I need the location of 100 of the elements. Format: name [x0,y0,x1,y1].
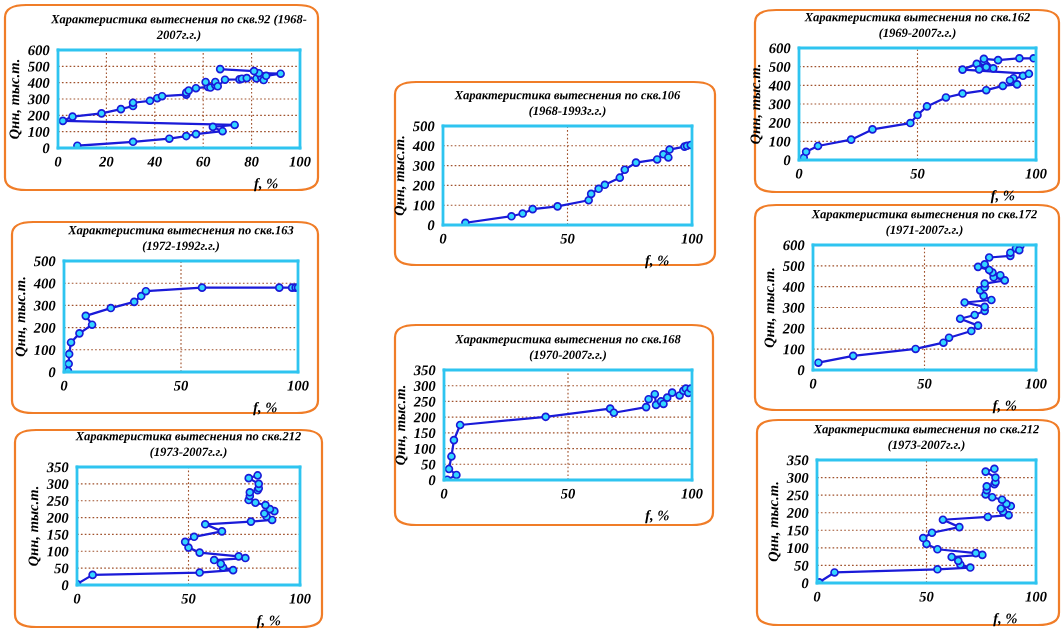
y-tick-label: 400 [782,282,805,292]
y-tick-label: 300 [786,472,809,483]
x-axis-title: f, % [993,613,1017,627]
x-tick-label: 100 [289,156,311,167]
x-tick-label: 100 [681,233,703,244]
x-tick-label: 50 [919,591,934,602]
x-axis-title: f, % [990,190,1015,204]
y-tick-label: 500 [412,121,435,132]
x-tick-label: 50 [181,593,196,604]
y-tick-label: 200 [413,412,436,423]
y-axis-title: Qнн, тыс.т. [15,277,28,357]
y-tick-label: 150 [414,428,436,439]
y-tick-label: 350 [46,462,69,473]
y-tick-label: 0 [42,143,50,154]
y-tick-label: 500 [782,261,805,272]
y-tick-label: 200 [27,110,50,121]
y-tick-label: 400 [412,141,435,151]
y-tick-label: 200 [786,508,809,518]
y-tick-label: 0 [48,367,56,378]
x-tick-label: 50 [560,488,576,499]
y-axis-title: Qнн, тыс.т. [9,59,22,139]
x-tick-label: 100 [1025,378,1047,389]
y-tick-label: 300 [46,479,69,490]
chart-title: Характеристика вытеснения по скв.212 (1973-2007г.г.) [75,431,301,459]
y-tick-label: 500 [27,61,50,72]
x-tick-label: 20 [98,156,114,167]
y-tick-label: 0 [801,578,809,589]
y-tick-label: 350 [413,365,436,376]
y-tick-label: 400 [33,278,56,289]
y-tick-label: 500 [768,62,791,72]
x-tick-label: 80 [244,156,259,167]
chart-title: Характеристика вытеснения по скв.106 (1968-1993г.г.) [454,90,681,118]
y-tick-label: 200 [768,118,791,128]
y-tick-label: 300 [412,160,435,171]
y-tick-label: 250 [413,396,436,407]
y-tick-label: 400 [768,80,791,91]
y-tick-label: 350 [786,455,809,466]
y-tick-label: 250 [786,490,809,501]
y-tick-label: 150 [787,525,809,536]
y-tick-label: 300 [33,300,56,311]
x-axis-title: f, % [256,615,281,629]
y-tick-label: 200 [46,512,69,523]
x-tick-label: 60 [196,156,211,167]
chart-title: Характеристика вытеснения по скв.168 (1970-2007г.г.) [454,334,681,362]
y-tick-label: 300 [27,94,50,105]
y-axis-title: Qнн, тыс.т. [395,385,408,465]
x-axis-title: f, % [253,178,278,192]
x-tick-label: 100 [681,488,703,499]
x-tick-label: 0 [73,593,81,604]
x-tick-label: 100 [287,380,309,391]
x-tick-label: 50 [910,168,925,179]
x-axis-title: f, % [645,510,669,524]
y-tick-label: 100 [783,344,805,355]
chart-title: Характеристика вытеснения по скв.212 (1973-2007г.г.) [813,424,1039,452]
y-tick-label: 250 [46,496,69,506]
y-tick-label: 150 [47,529,69,540]
x-tick-label: 50 [173,380,189,391]
y-tick-label: 600 [28,45,50,56]
x-tick-label: 50 [917,378,932,389]
y-tick-label: 300 [782,302,805,313]
x-tick-label: 0 [440,488,448,499]
y-tick-label: 0 [428,475,436,486]
x-tick-label: 0 [439,233,447,244]
x-tick-label: 100 [289,593,311,604]
y-tick-label: 50 [54,563,69,574]
chart-title: Характеристика вытеснения по скв.163 (1972-1992г.г.) [67,225,294,253]
y-tick-label: 0 [61,580,69,591]
x-tick-label: 0 [813,591,821,602]
y-tick-label: 300 [413,381,436,391]
y-tick-label: 300 [768,99,791,110]
chart-title: Характеристика вытеснения по скв.172 (1971-2007г.г.) [811,209,1037,237]
x-tick-label: 100 [1025,168,1047,179]
y-tick-label: 100 [47,546,69,557]
y-tick-label: 100 [787,543,809,554]
y-tick-label: 100 [413,200,435,211]
y-tick-label: 200 [412,180,435,191]
y-tick-label: 100 [414,443,436,454]
y-axis-title: Qнн, тыс.т. [750,64,763,144]
x-tick-label: 0 [809,378,817,389]
chart-title: Характеристика вытеснения по скв.162 (1969-2007г.г.) [804,12,1030,40]
y-tick-label: 600 [783,240,805,251]
y-tick-label: 100 [34,345,56,355]
y-tick-label: 200 [33,322,56,333]
x-tick-label: 40 [147,156,162,167]
y-tick-label: 600 [769,43,791,54]
y-tick-label: 50 [794,560,809,571]
y-tick-label: 400 [27,78,50,88]
y-tick-label: 50 [421,459,436,470]
chart-title: Характеристика вытеснения по скв.92 (1968- 2007г.г.) [50,14,307,42]
y-tick-label: 0 [427,220,435,231]
y-axis-title: Qнн, тыс.т. [28,486,41,566]
y-tick-label: 500 [33,256,56,267]
y-axis-title: Qнн, тыс.т. [394,136,407,216]
y-axis-title: Qнн, тыс.т. [764,268,777,348]
y-tick-label: 0 [797,365,805,376]
y-axis-title: Qнн, тыс.т. [768,482,781,562]
y-tick-label: 100 [28,127,50,137]
y-tick-label: 200 [782,323,805,334]
x-tick-label: 100 [1025,591,1047,602]
x-tick-label: 50 [560,233,575,244]
